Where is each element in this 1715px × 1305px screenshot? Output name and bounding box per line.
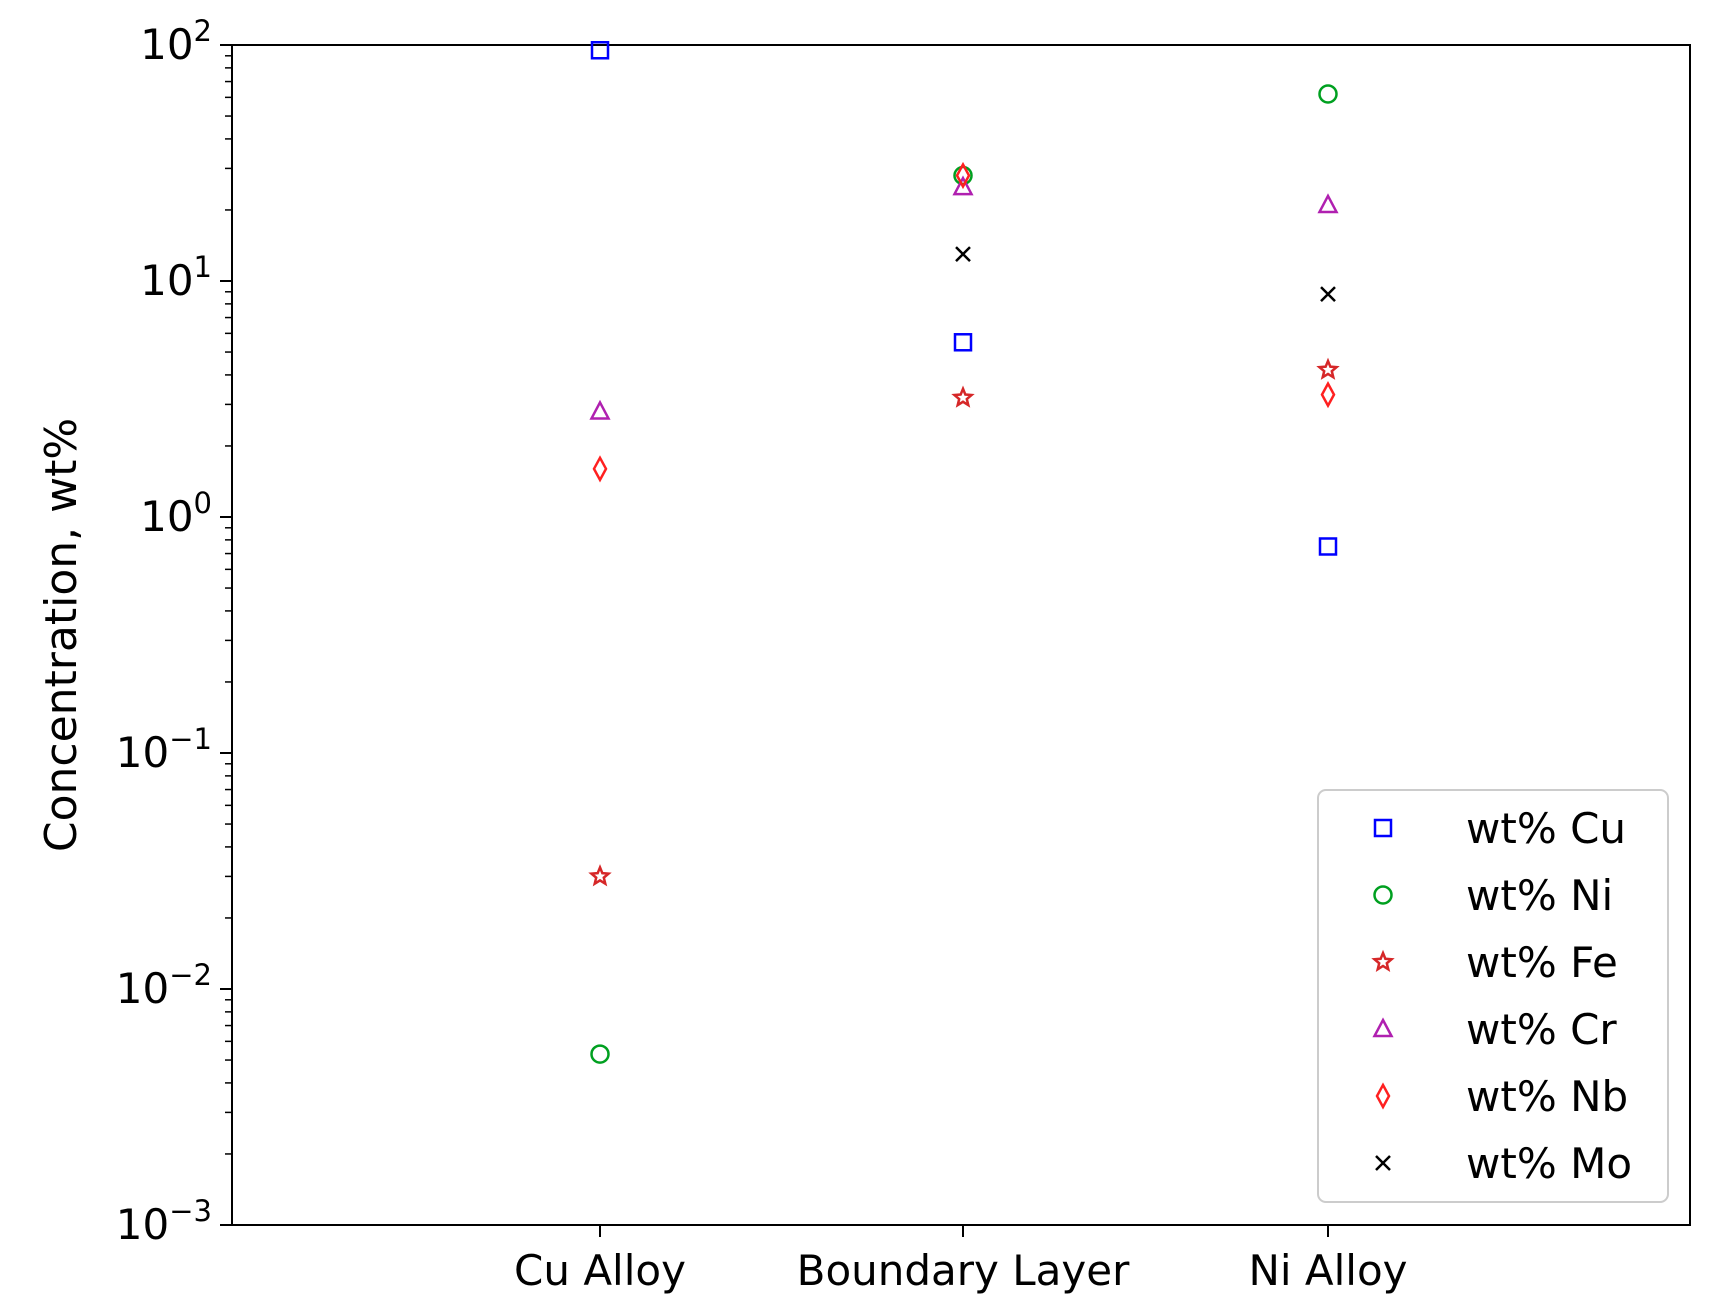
y-tick-label: 10−2 [116,958,212,1013]
x-tick-label: Cu Alloy [514,1246,686,1295]
legend-marker-x [1375,1155,1391,1171]
legend-marker-triangle [1372,1017,1394,1038]
data-point-circle [1318,84,1338,104]
y-axis: 10−3 10−2 10−1 100 101 102 [116,14,232,1249]
data-point-diamond [592,455,608,483]
legend-label: wt% Cr [1466,1005,1617,1054]
data-point-diamond [1320,381,1336,409]
y-axis-title: Concentration, wt% [36,418,87,852]
data-point-circle [590,1044,610,1064]
legend-marker-circle [1373,885,1393,905]
legend-label: wt% Fe [1466,938,1618,987]
data-point-star [951,385,975,408]
legend-marker-square [1373,818,1393,838]
data-point-star [1316,357,1340,380]
data-point-triangle [1317,193,1339,214]
legend-label: wt% Mo [1466,1139,1632,1188]
data-point-diamond [955,161,971,190]
plot-frame [231,44,1691,1226]
y-tick-label: 10−3 [116,1194,212,1249]
x-tick-label: Ni Alloy [1248,1246,1407,1295]
legend-box [1317,789,1669,1203]
data-point-triangle [952,175,974,196]
data-point-square [590,41,610,60]
data-point-square [1318,537,1338,556]
data-point-x [1320,286,1336,302]
legend-marker-diamond [1375,1082,1391,1110]
y-tick-label: 10−1 [116,722,212,777]
y-tick-label: 100 [140,486,212,541]
x-axis: Cu Alloy Boundary Layer Ni Alloy [514,1225,1408,1295]
legend: wt% Cu wt% Ni wt% Fe wt% Cr wt% Nb wt% Mo [1317,789,1669,1203]
legend-label: wt% Ni [1466,871,1613,920]
y-tick-label: 102 [140,14,212,69]
legend-marker-star [1371,949,1395,972]
data-point-triangle [589,399,611,420]
x-tick-label: Boundary Layer [797,1246,1130,1295]
data-markers [588,41,1340,1064]
data-point-x [955,246,971,262]
legend-label: wt% Cu [1466,804,1626,853]
legend-label: wt% Nb [1466,1072,1628,1121]
data-point-square [953,333,973,352]
y-tick-label: 101 [140,250,212,305]
data-point-star [588,864,612,887]
